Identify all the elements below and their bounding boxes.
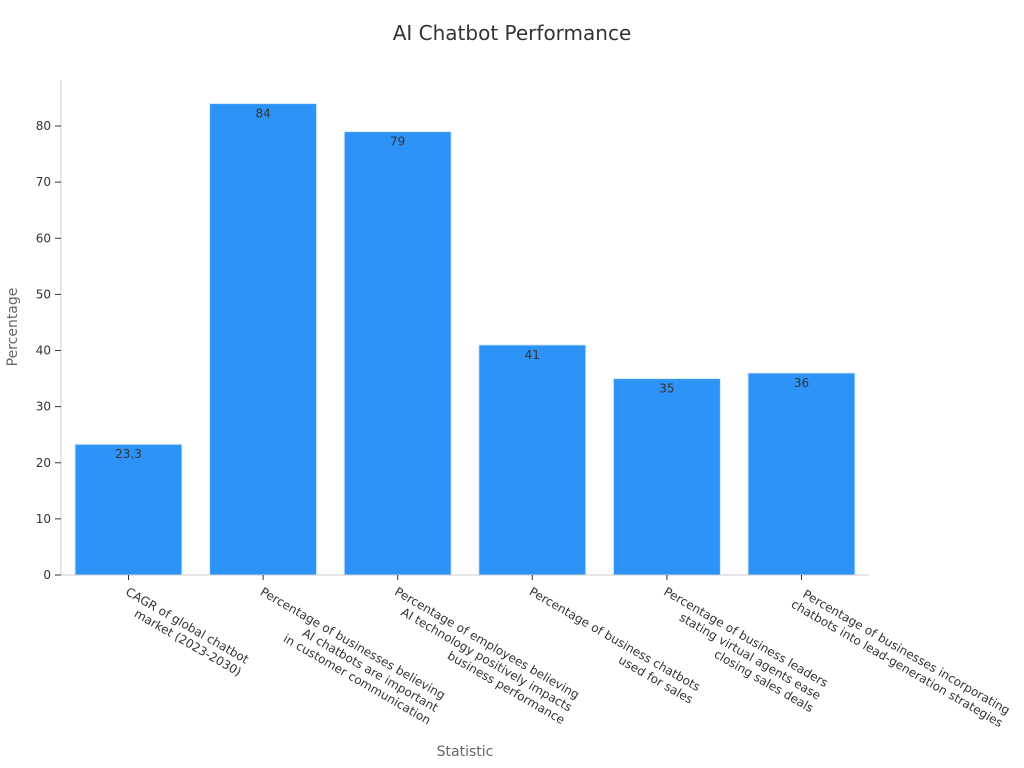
bar-value-label: 36: [794, 376, 809, 390]
x-tick-label: CAGR of global chatbotmarket (2023-2030): [116, 585, 251, 680]
bar[interactable]: [74, 443, 183, 576]
x-ticks-group: CAGR of global chatbotmarket (2023-2030)…: [116, 575, 1013, 730]
x-tick-label-line: stating virtual agents ease: [677, 610, 823, 702]
y-tick-label: 10: [36, 512, 51, 526]
x-tick-label-text: CAGR of global chatbotmarket (2023-2030): [116, 585, 251, 680]
bar-value-label: 23.3: [115, 447, 142, 461]
axes-group: [60, 80, 869, 576]
x-tick-label-line: chatbots into lead-generation strategies: [789, 597, 1005, 730]
x-tick-label: Percentage of businesses incorporatingch…: [789, 584, 1013, 730]
y-tick-label: 30: [36, 400, 51, 414]
data-labels-group: 23.3 84 79 41 35 36: [115, 107, 809, 462]
x-tick-label-line: Percentage of businesses incorporating: [800, 587, 1012, 718]
y-tick-label: 70: [36, 175, 51, 189]
chart-title: AI Chatbot Performance: [393, 21, 632, 45]
x-tick-label-line: AI chatbots are important: [300, 626, 441, 715]
bar-value-label: 79: [390, 135, 405, 149]
y-tick-label: 60: [36, 231, 51, 245]
bar[interactable]: [343, 131, 452, 576]
y-axis-title: Percentage: [5, 288, 21, 367]
y-tick-label: 0: [43, 568, 51, 582]
bar-value-label: 35: [659, 382, 674, 396]
bar[interactable]: [612, 378, 721, 576]
bars-group: [74, 103, 856, 576]
y-tick-label: 20: [36, 456, 51, 470]
bar[interactable]: [209, 103, 318, 576]
bar-value-label: 41: [525, 348, 540, 362]
bar-value-label: 84: [255, 107, 270, 121]
bar[interactable]: [747, 372, 856, 576]
x-tick-label-text: Percentage of businesses incorporatingch…: [789, 584, 1013, 730]
x-axis-title: Statistic: [437, 744, 494, 760]
y-tick-label: 40: [36, 344, 51, 358]
x-tick-label-line: CAGR of global chatbot: [123, 585, 251, 667]
y-ticks-group: 0 10 20 30 40 50 60 70 80: [36, 119, 61, 582]
bar[interactable]: [478, 344, 587, 576]
y-tick-label: 50: [36, 287, 51, 301]
y-tick-label: 80: [36, 119, 51, 133]
